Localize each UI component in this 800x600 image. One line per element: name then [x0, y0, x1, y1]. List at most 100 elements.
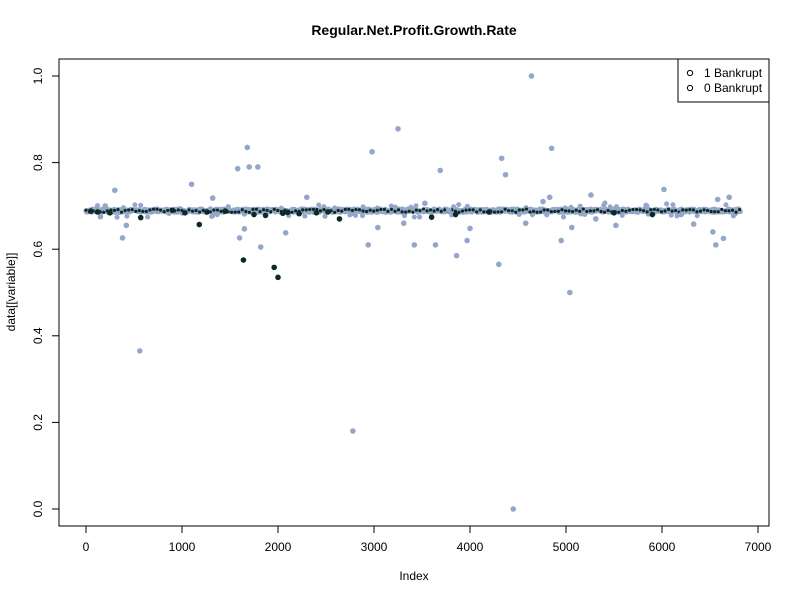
band-point-bankrupt [642, 209, 646, 213]
data-point [568, 224, 575, 231]
band-point-bankrupt [674, 208, 678, 213]
band-point-bankrupt [634, 207, 639, 212]
x-tick-label: 5000 [553, 540, 580, 554]
data-point [661, 186, 667, 193]
band-point-bankrupt [698, 209, 703, 213]
band-point-bankrupt [720, 207, 724, 211]
band-point-bankrupt [176, 208, 180, 212]
band-point-bankrupt [322, 207, 326, 212]
band-point-bankrupt [627, 208, 632, 212]
x-tick-label: 7000 [745, 540, 772, 554]
data-point [365, 242, 372, 248]
band-point-bankrupt [404, 210, 408, 214]
band-point-bankrupt [155, 207, 159, 211]
band-point [674, 213, 680, 219]
band-point-bankrupt [478, 208, 482, 212]
band-point-bankrupt [418, 208, 422, 213]
data-point [714, 196, 721, 203]
band-point-bankrupt [212, 208, 216, 212]
band-point-bankrupt [563, 209, 568, 213]
band-point-bankrupt [482, 210, 486, 214]
data-point [257, 244, 264, 250]
band-point-bankrupt [201, 208, 205, 212]
band-point-bankrupt [166, 208, 170, 213]
band-point-bankrupt [162, 210, 166, 214]
band-point-bankrupt [443, 208, 447, 212]
band-point-bankrupt [688, 208, 692, 212]
band-point-bankrupt [272, 207, 276, 211]
band-point-bankrupt [123, 208, 127, 213]
band-point-bankrupt [492, 210, 497, 214]
band-point-bankrupt [251, 207, 255, 212]
band-point [664, 201, 670, 207]
data-point [282, 229, 289, 236]
band-point-bankrupt [528, 210, 532, 214]
data-point [234, 165, 241, 172]
data-point [567, 289, 573, 296]
x-tick-label: 4000 [457, 540, 484, 554]
data-point [246, 164, 252, 170]
data-point [690, 221, 697, 227]
data-point [611, 210, 617, 216]
legend-box [677, 58, 770, 103]
band-point-bankrupt [464, 208, 468, 212]
band-point-bankrupt [666, 207, 671, 211]
band-point-bankrupt [439, 209, 443, 213]
data-point [350, 428, 356, 434]
band-point [302, 213, 308, 219]
band-point [353, 212, 359, 218]
band-point-bankrupt [127, 208, 131, 212]
band-point [95, 203, 101, 209]
y-tick-label: 0.0 [31, 500, 45, 517]
band-point-bankrupt [130, 208, 134, 212]
band-point-bankrupt [617, 210, 621, 214]
band-point [322, 213, 328, 219]
band-point-bankrupt [649, 208, 653, 212]
legend-marker-0-bankrupt [686, 84, 694, 92]
data-point [428, 214, 435, 220]
band-point-bankrupt [343, 207, 347, 211]
band-point-bankrupt [638, 208, 642, 212]
data-point [188, 181, 195, 188]
band-point-bankrupt [592, 209, 596, 213]
band-point-bankrupt [247, 210, 251, 214]
band-point-bankrupt [187, 208, 191, 212]
band-point [619, 212, 625, 218]
band-point-bankrupt [659, 210, 664, 214]
band-point-bankrupt [293, 209, 298, 213]
y-tick-label: 1.0 [31, 67, 45, 84]
band-point-bankrupt [556, 209, 561, 213]
band-point-bankrupt [141, 209, 145, 213]
band-point-bankrupt [304, 208, 308, 212]
legend-label-1-bankrupt: 1 Bankrupt [704, 66, 763, 80]
data-point [275, 274, 281, 281]
band-point [388, 203, 394, 209]
data-point [107, 210, 113, 216]
y-tick-label: 0.8 [31, 154, 45, 171]
data-point [236, 235, 243, 241]
band-point-bankrupt [215, 208, 220, 212]
band-point-bankrupt [365, 209, 369, 214]
band-point-bankrupt [702, 208, 706, 212]
band-point-bankrupt [230, 210, 234, 214]
data-point [251, 211, 257, 218]
y-tick-label: 0.6 [31, 241, 45, 258]
band-point-bankrupt [727, 209, 731, 213]
data-point [546, 194, 553, 201]
data-point [119, 235, 126, 241]
band-point [316, 202, 322, 208]
data-point [304, 194, 310, 201]
band-point-bankrupt [425, 209, 429, 213]
data-point [102, 203, 108, 209]
data-point [136, 348, 143, 354]
data-point [453, 252, 460, 259]
data-point [437, 167, 444, 174]
band-point-bankrupt [723, 209, 727, 213]
band-point-bankrupt [411, 210, 415, 214]
band-point-bankrupt [599, 209, 603, 214]
band-point-bankrupt [475, 210, 479, 214]
band-point-bankrupt [695, 210, 699, 214]
data-point [411, 242, 418, 248]
band-point-bankrupt [350, 208, 354, 213]
